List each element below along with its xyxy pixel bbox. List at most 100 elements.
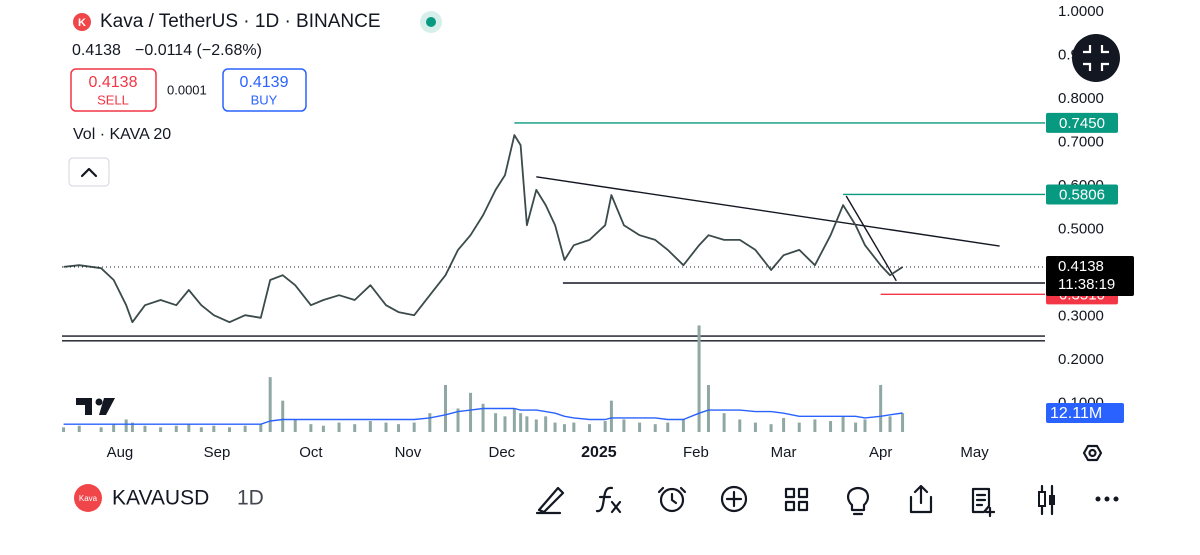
more-dot[interactable] (1113, 496, 1119, 502)
volume-bar (353, 424, 357, 432)
indicator-label: Vol · KAVA 20 (73, 126, 171, 143)
watchlist-icon[interactable] (971, 487, 996, 518)
volume-badge (1046, 403, 1124, 424)
volume-bar (706, 384, 710, 432)
y-tick-label: 0.5000 (1058, 220, 1104, 237)
x-tick-label: Apr (869, 444, 892, 461)
layout-icon[interactable] (784, 487, 809, 512)
volume-bar (666, 422, 670, 432)
sell-label[interactable]: SELL (97, 92, 129, 107)
level-badge-label: 0.5806 (1059, 186, 1105, 203)
volume-bar (384, 422, 388, 432)
tv-logo-dot (95, 398, 103, 406)
volume-bar (259, 424, 263, 432)
countdown: 11:38:19 (1058, 276, 1115, 293)
volume-bar (503, 416, 507, 432)
toolbar-logo[interactable] (74, 484, 102, 512)
volume-bar (174, 425, 178, 432)
volume-bar (368, 421, 372, 432)
x-tick-label: May (960, 444, 989, 461)
volume-bar (337, 422, 341, 432)
draw-icon[interactable] (535, 486, 565, 515)
volume-bar (443, 384, 447, 432)
add-icon[interactable] (720, 485, 748, 513)
add-icon-plus (725, 490, 743, 508)
indicators-icon[interactable] (595, 486, 622, 514)
volume-bar (588, 424, 592, 432)
volume-bar (534, 419, 538, 432)
toolbar-symbol[interactable]: KAVAUSD (112, 487, 209, 510)
volume-bar (525, 416, 529, 432)
collapse-icon (80, 167, 98, 178)
volume-bar (697, 325, 701, 432)
volume-bar (159, 427, 163, 432)
volume-bar (62, 427, 66, 432)
volume-bar (309, 424, 313, 432)
last-price-badge-label: 0.4138 (1058, 258, 1104, 275)
x-tick-label: Mar (771, 444, 797, 461)
last-price-badge (1046, 255, 1134, 296)
symbol-title: Kava / TetherUS · 1D · BINANCE (100, 11, 381, 32)
fullscreen-button[interactable] (1072, 34, 1120, 82)
y-tick-label: 0.7000 (1058, 133, 1104, 150)
share-icon[interactable] (909, 484, 933, 514)
toolbar-icons (535, 484, 1119, 518)
x-tick-label: Dec (489, 444, 516, 461)
volume-bar (428, 413, 432, 432)
volume-bar (130, 422, 134, 432)
volume-bar (397, 424, 401, 432)
x-tick-label: Nov (395, 444, 422, 461)
more-dot[interactable] (1104, 496, 1110, 502)
collapse-button[interactable] (68, 157, 110, 187)
volume-bar (124, 419, 128, 432)
toolbar-interval[interactable]: 1D (237, 487, 264, 510)
last-price: 0.4138 (72, 42, 121, 59)
axis-settings-center (1088, 448, 1097, 458)
volume-bar (722, 413, 726, 432)
volume-bar (143, 425, 147, 432)
volume-bar (469, 392, 473, 432)
coin-icon (73, 13, 91, 31)
coin-icon-letter: K (78, 17, 86, 29)
buy-label[interactable]: BUY (251, 92, 278, 107)
volume-bar (412, 422, 416, 432)
volume-badge-label: 12.11M (1050, 405, 1102, 422)
volume-bar (854, 422, 858, 432)
level-badge-label: 0.7450 (1059, 115, 1105, 132)
volume-bar (293, 419, 297, 432)
volume-bar (243, 425, 247, 432)
buy-price[interactable]: 0.4139 (240, 74, 289, 91)
toolbar-logo-text: Kava (79, 494, 98, 503)
x-tick-label: 2025 (581, 444, 617, 461)
market-status-dot (426, 17, 436, 27)
volume-bar (863, 419, 867, 432)
axis-settings[interactable] (1082, 444, 1103, 462)
sell-button[interactable] (70, 68, 157, 112)
alert-icon[interactable] (659, 487, 685, 513)
volume-bar (199, 427, 203, 432)
volume-bar (797, 422, 801, 432)
volume-bar (519, 413, 523, 432)
buy-button[interactable] (222, 68, 307, 112)
level-badge (1046, 112, 1118, 133)
volume-bar (99, 427, 103, 432)
volume-bar (879, 384, 883, 432)
volume-bar (494, 413, 498, 432)
tv-logo-slash (99, 398, 115, 415)
volume-bar (603, 421, 607, 432)
price-line (63, 134, 904, 324)
price-change: −0.0114 (−2.68%) (135, 42, 262, 59)
volume-bar (456, 408, 460, 432)
ideas-icon[interactable] (846, 486, 870, 516)
volume-bar (112, 424, 116, 432)
x-tick-label: Oct (299, 444, 323, 461)
more-dot[interactable] (1095, 496, 1101, 502)
volume-bar (829, 421, 833, 432)
volume-bar (187, 424, 191, 432)
sell-price[interactable]: 0.4138 (89, 74, 138, 91)
volume-bar (653, 424, 657, 432)
alert-icon-hands (657, 486, 687, 505)
trend-line (845, 195, 897, 282)
volume-bar (227, 427, 231, 432)
spread: 0.0001 (167, 82, 207, 97)
